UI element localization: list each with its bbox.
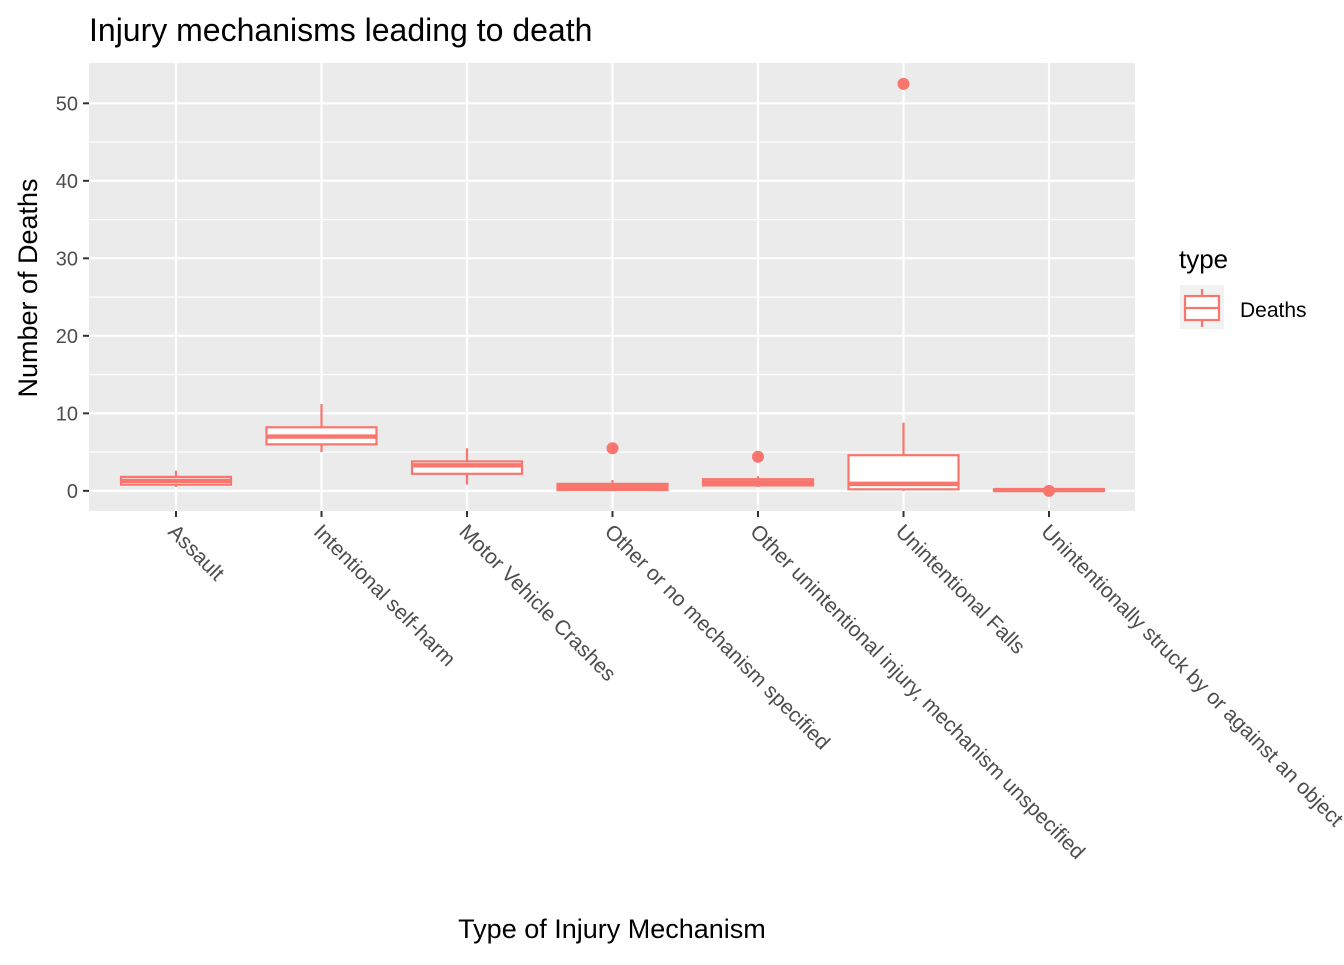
x-tick-label: Intentional self-harm xyxy=(309,520,460,671)
y-axis: 0 10 20 30 40 50 xyxy=(56,93,89,503)
y-tick-label: 0 xyxy=(67,481,78,503)
x-tick-label: Motor Vehicle Crashes xyxy=(454,520,620,686)
legend: type Deaths xyxy=(1179,244,1307,329)
y-axis-title: Number of Deaths xyxy=(13,178,43,397)
x-tick-label: Other unintentional injury, mechanism un… xyxy=(745,520,1089,864)
legend-title: type xyxy=(1179,244,1228,274)
box-group xyxy=(992,484,1106,497)
box-group xyxy=(410,448,524,485)
x-tick-label: Unintentionally struck by or against an … xyxy=(1036,520,1344,831)
chart-title: Injury mechanisms leading to death xyxy=(89,12,592,48)
box-group xyxy=(847,77,960,491)
y-tick-label: 20 xyxy=(56,326,78,348)
x-tick-label: Unintentional Falls xyxy=(891,520,1029,658)
y-tick-label: 30 xyxy=(56,248,78,270)
box-group xyxy=(556,442,669,492)
box-group xyxy=(265,404,378,453)
y-tick-label: 40 xyxy=(56,171,78,193)
x-tick-label: Other or no mechanism specified xyxy=(600,520,834,754)
x-axis-title: Type of Injury Mechanism xyxy=(458,914,766,944)
outlier-point xyxy=(1043,484,1055,497)
x-tick-label: Assault xyxy=(163,520,228,585)
outlier-point xyxy=(897,77,910,90)
box-marks xyxy=(119,77,1106,497)
y-tick-label: 50 xyxy=(56,93,78,115)
outlier-point xyxy=(606,442,619,455)
outlier-point xyxy=(752,450,764,463)
box-group xyxy=(119,470,233,487)
grid-lines xyxy=(89,63,1135,511)
y-tick-label: 10 xyxy=(56,403,78,425)
legend-entry-label: Deaths xyxy=(1240,299,1307,322)
box-group xyxy=(701,450,815,487)
